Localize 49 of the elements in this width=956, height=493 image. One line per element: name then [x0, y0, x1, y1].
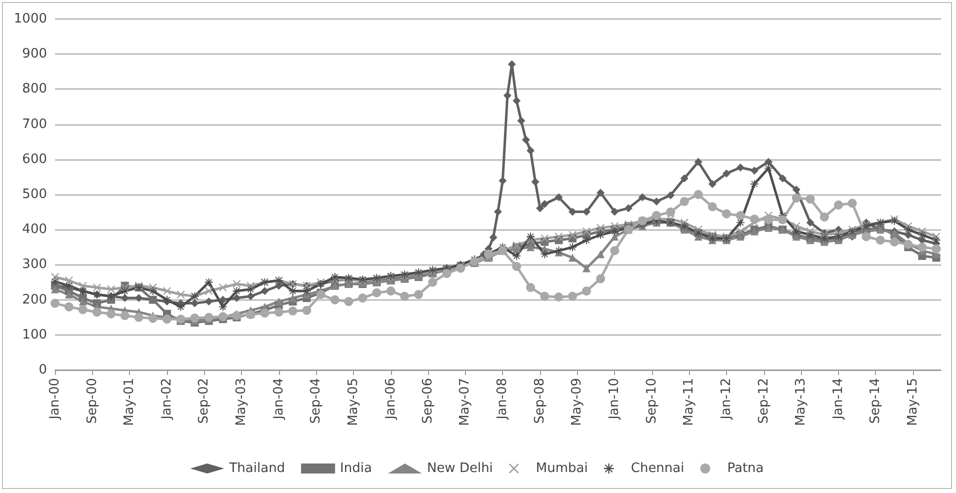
x-tick-label: May-15	[905, 378, 920, 426]
x-tick-label: May-11	[681, 378, 696, 426]
legend-label: India	[340, 461, 372, 476]
y-tick-label: 800	[22, 82, 47, 97]
legend-label: Chennai	[630, 461, 684, 476]
point	[526, 243, 535, 252]
x-tick-label: Jan-00	[48, 378, 62, 420]
x-tick-label: May-07	[458, 378, 473, 426]
y-tick-label: 700	[22, 116, 47, 132]
legend-label: Mumbai	[536, 461, 588, 476]
x-tick-label: Sep-06	[420, 378, 436, 424]
x-tick-label: Sep-00	[84, 378, 100, 424]
x-tick-label: Jan-14	[831, 378, 846, 420]
x-tick-label: Sep-10	[644, 378, 660, 424]
legend-label: Thailand	[228, 461, 286, 476]
point	[568, 254, 577, 262]
y-tick-label: 100	[22, 327, 47, 342]
legend-label: Patna	[727, 461, 764, 476]
x-tick-label: Sep-04	[308, 378, 324, 424]
x-tick-label: Sep-12	[756, 378, 772, 424]
point	[288, 294, 297, 302]
x-tick-label: May-09	[570, 378, 585, 426]
y-tick-label: 1000	[14, 12, 47, 26]
y-tick-label: 900	[22, 46, 47, 62]
point	[51, 285, 59, 294]
x-tick-label: Jan-02	[159, 378, 174, 420]
x-tick-label: May-01	[122, 378, 137, 426]
point	[274, 298, 283, 306]
legend-label: New Delhi	[426, 461, 493, 476]
point	[78, 298, 87, 306]
y-tick-label: 400	[22, 222, 47, 238]
x-tick-label: Jan-12	[719, 378, 734, 420]
point	[64, 290, 73, 299]
x-tick-label: Jan-10	[607, 378, 622, 420]
x-tick-label: Sep-08	[532, 378, 548, 424]
y-tick-label: 0	[38, 362, 47, 378]
y-tick-label: 500	[22, 187, 47, 202]
y-tick-label: 300	[22, 257, 47, 272]
y-tick-label: 200	[22, 292, 47, 308]
x-tick-label: May-05	[346, 378, 361, 426]
x-tick-label: May-03	[234, 378, 249, 426]
x-tick-label: Jan-08	[495, 378, 510, 420]
x-tick-label: Sep-02	[196, 378, 212, 424]
point	[582, 264, 590, 272]
x-tick-label: Sep-14	[868, 378, 884, 424]
x-tick-label: Jan-04	[271, 378, 286, 420]
x-tick-label: May-13	[793, 378, 808, 426]
y-tick-label: 600	[22, 152, 47, 167]
x-tick-label: Jan-06	[383, 378, 398, 420]
